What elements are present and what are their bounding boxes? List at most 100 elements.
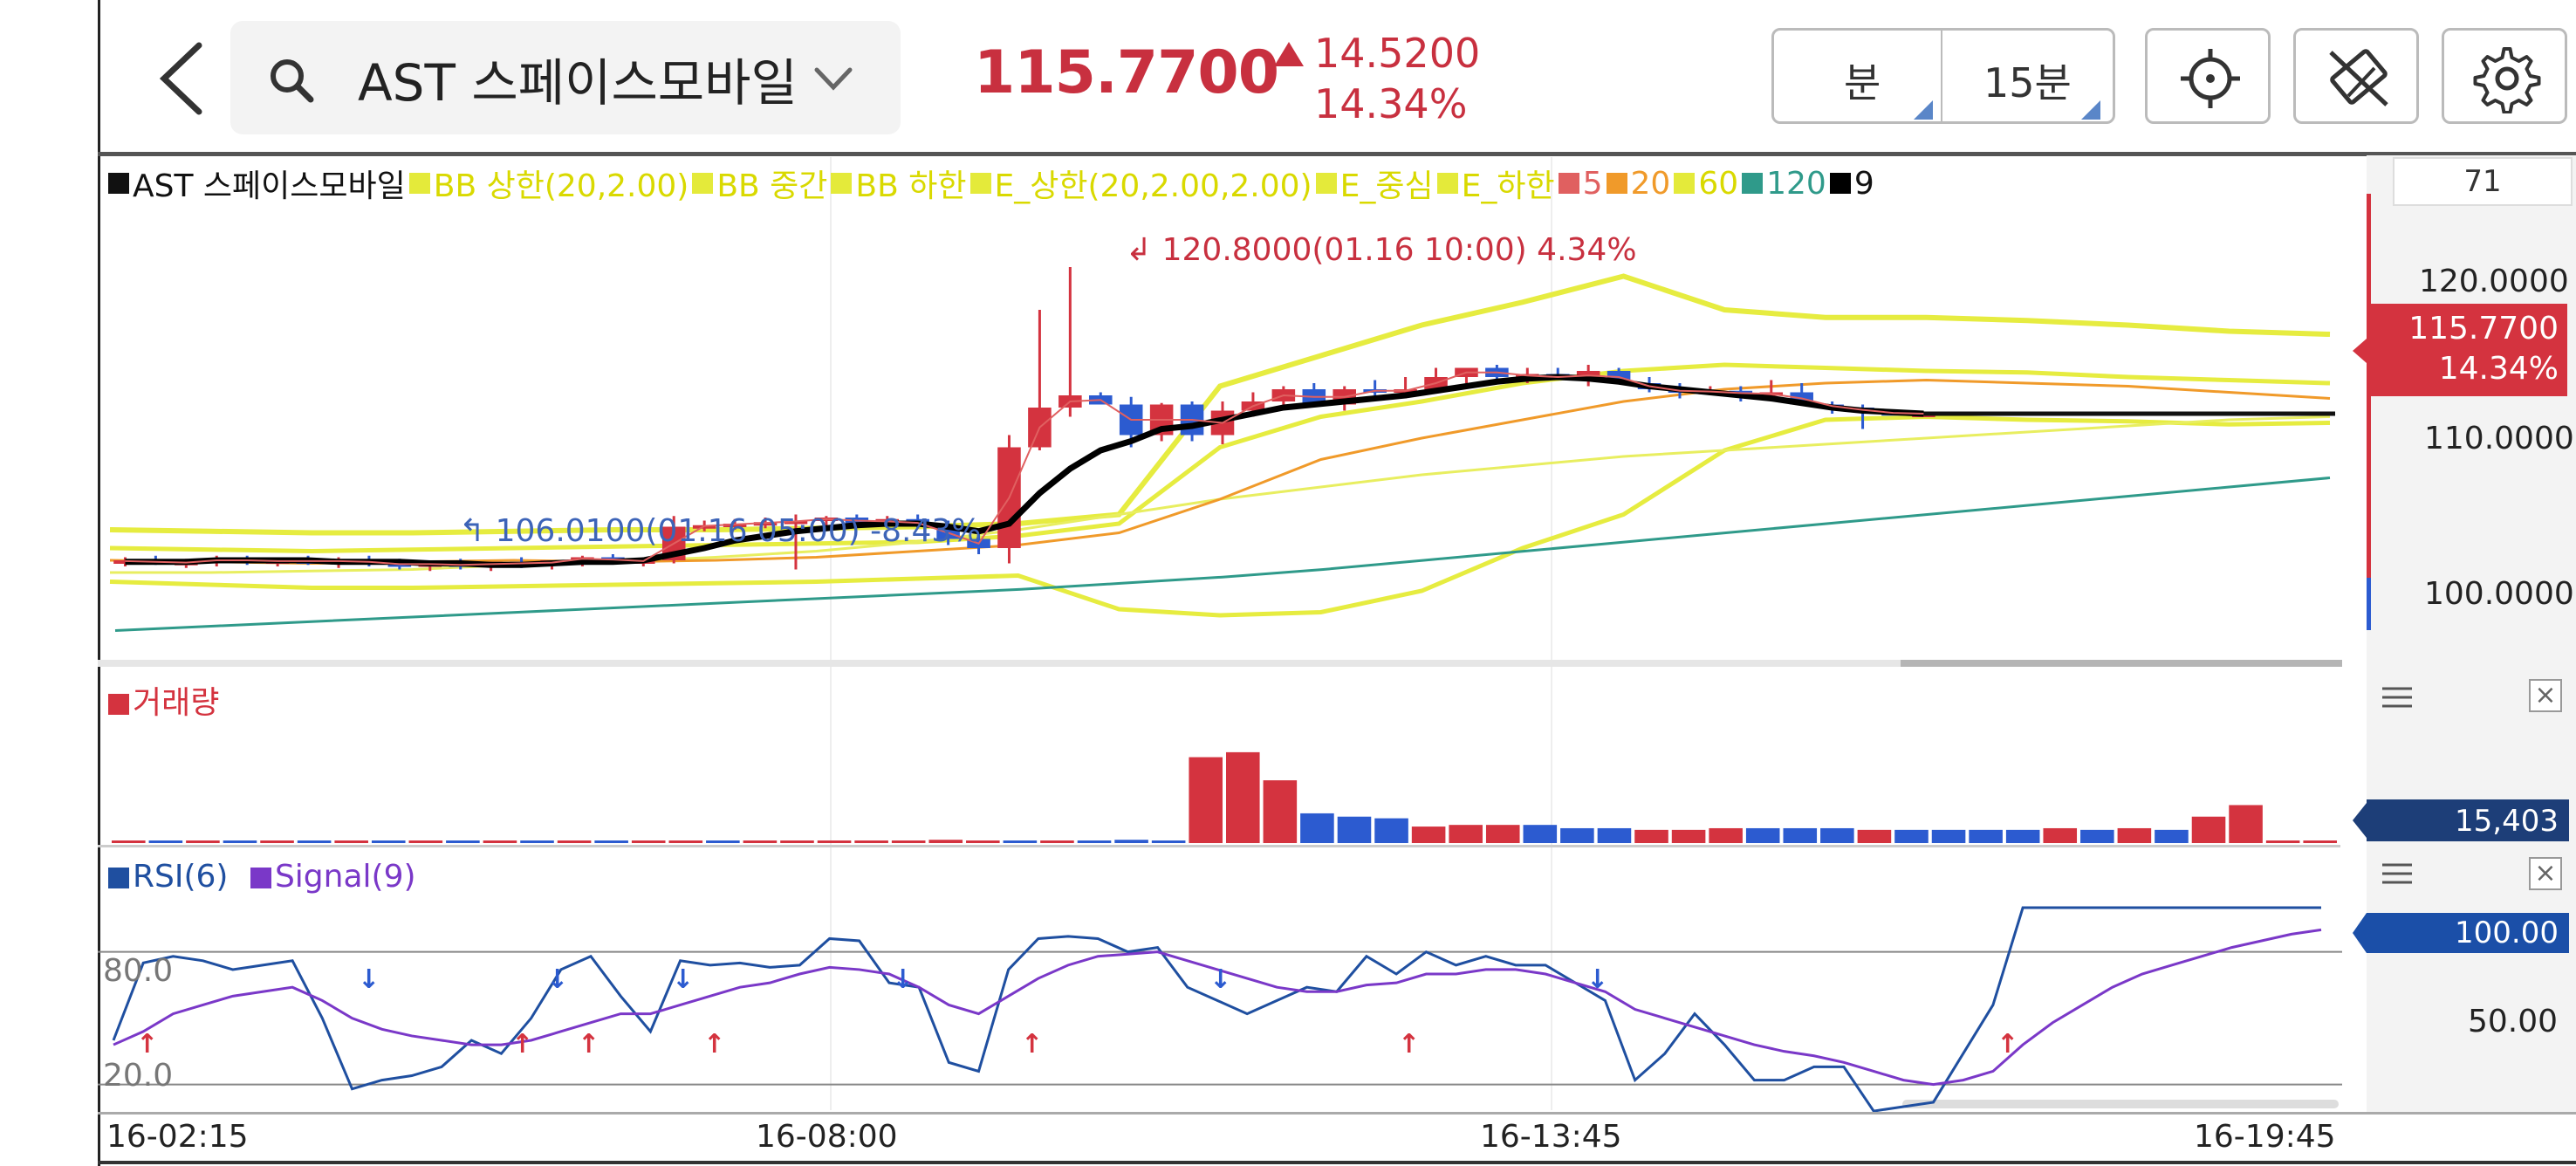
y-tick-label: 110.0000 [2424, 421, 2574, 456]
sell-arrow-icon: ↓ [546, 964, 568, 995]
high-annotation: ↲ 120.8000(01.16 10:00) 4.34% [1126, 232, 1637, 268]
volume-bar [817, 840, 852, 843]
volume-bar [1969, 829, 2003, 843]
volume-bottom-border [98, 845, 2340, 847]
volume-bar [1709, 827, 1743, 843]
signal-legend-label: Signal(9) [274, 859, 416, 895]
candle-body [784, 520, 808, 525]
rsi-scroll-thumb [1902, 1100, 2339, 1108]
volume-legend-label: 거래량 [133, 685, 220, 721]
period-unit-dropdown-icon [1914, 100, 1933, 120]
volume-bar [668, 840, 703, 843]
back-button[interactable] [147, 35, 216, 122]
volume-bar [1040, 840, 1074, 843]
volume-bar [557, 840, 592, 843]
candle-body [753, 522, 778, 526]
ma20-line [109, 378, 2331, 566]
eraser-button[interactable] [2293, 28, 2419, 124]
rsi-tag-arrow [2353, 913, 2367, 953]
volume-menu-icon[interactable] [2382, 686, 2412, 709]
chart-top-border [98, 152, 2576, 156]
volume-bar [966, 840, 1000, 843]
indicator-count-box[interactable]: 71 [2393, 157, 2573, 206]
volume-bar [2155, 829, 2189, 843]
rsi-menu-icon[interactable] [2382, 862, 2412, 885]
legend-label: E_상한(20,2.00,2.00) [994, 168, 1312, 204]
sell-arrow-icon: ↓ [1586, 964, 1608, 995]
bb-lower-line [109, 414, 2331, 618]
ma120-line [114, 477, 2331, 632]
bb-middle-line [109, 362, 2331, 554]
period-selector[interactable]: 분 15분 [1771, 28, 2115, 124]
sell-arrow-icon: ↓ [672, 964, 694, 995]
low-annotation: ↰ 106.0100(01.16 05:00) -8.43% [459, 513, 982, 549]
main-chart-legend: AST 스페이스모바일 BB 상한(20,2.00) BB 중간 BB 하한 E_상한(… [108, 161, 1878, 209]
settings-button[interactable] [2442, 28, 2567, 124]
volume-bar [1226, 751, 1260, 843]
main-chart-scroll-thumb[interactable] [1901, 660, 2342, 667]
volume-bar [1003, 840, 1038, 843]
price-range-bar-low [2367, 578, 2371, 630]
main-chart-scroll-track[interactable] [98, 660, 2340, 667]
legend-swatch [1674, 173, 1696, 194]
y-tick-label: 100.0000 [2424, 576, 2574, 612]
volume-bar [148, 840, 183, 843]
current-price-tag-percent: 14.34% [2438, 351, 2559, 387]
buy-arrow-icon: ↑ [703, 1029, 725, 1060]
x-axis-label: 16-19:45 [2194, 1119, 2336, 1155]
rsi-legend-swatch [108, 868, 129, 888]
ma9-line [125, 374, 1924, 568]
volume-legend-swatch [108, 694, 129, 715]
eraser-icon [2329, 49, 2388, 106]
volume-bar [1077, 840, 1112, 843]
price-change-value: 14.5200 [1314, 30, 1481, 77]
buy-arrow-icon: ↑ [136, 1029, 158, 1060]
rsi-close-icon[interactable]: × [2529, 857, 2562, 890]
volume-bar [928, 840, 963, 843]
legend-swatch [831, 173, 853, 194]
stock-search-box[interactable] [230, 21, 901, 134]
volume-current-tag: 15,403 [2367, 799, 2569, 841]
stock-name[interactable]: AST 스페이스모바일 [358, 53, 798, 113]
volume-bar [1151, 840, 1186, 843]
signal-line [113, 928, 2322, 1087]
legend-label: 60 [1698, 165, 1739, 202]
period-unit-label[interactable]: 분 [1844, 59, 1881, 106]
legend-swatch [1436, 173, 1458, 194]
crosshair-button[interactable] [2145, 28, 2271, 124]
volume-bar [1597, 827, 1632, 843]
legend-label: E_하한 [1461, 168, 1555, 204]
buy-arrow-icon: ↑ [578, 1029, 599, 1060]
price-change-percent: 14.34% [1314, 80, 1468, 127]
volume-bar [223, 840, 257, 843]
legend-swatch [108, 173, 129, 194]
volume-bar [891, 840, 926, 843]
volume-bar [1560, 827, 1594, 843]
volume-bar [1820, 827, 1854, 843]
sell-arrow-icon: ↓ [892, 964, 914, 995]
legend-swatch [1558, 173, 1579, 194]
rsi-axis-label: 50.00 [2468, 1004, 2559, 1039]
volume-bar [1374, 818, 1408, 843]
volume-bar [1300, 813, 1334, 843]
signal-legend-swatch [250, 868, 271, 888]
volume-bar [1523, 825, 1558, 843]
period-value-dropdown-icon [2081, 100, 2100, 120]
volume-legend: 거래량 [108, 677, 219, 723]
sell-arrow-icon: ↓ [358, 964, 380, 995]
volume-bar [1745, 827, 1780, 843]
period-value-label[interactable]: 15분 [1983, 59, 2072, 106]
chevron-down-icon[interactable] [812, 61, 855, 96]
volume-bar [1114, 840, 1148, 843]
volume-bar [334, 840, 368, 843]
volume-bar [1449, 825, 1483, 843]
candle-body [387, 563, 412, 567]
search-icon [265, 54, 318, 106]
legend-swatch [969, 173, 991, 194]
sell-arrow-icon: ↓ [1209, 964, 1231, 995]
legend-swatch [1829, 173, 1851, 194]
volume-close-icon[interactable]: × [2529, 679, 2562, 712]
volume-bar [186, 840, 220, 843]
legend-swatch [408, 173, 430, 194]
